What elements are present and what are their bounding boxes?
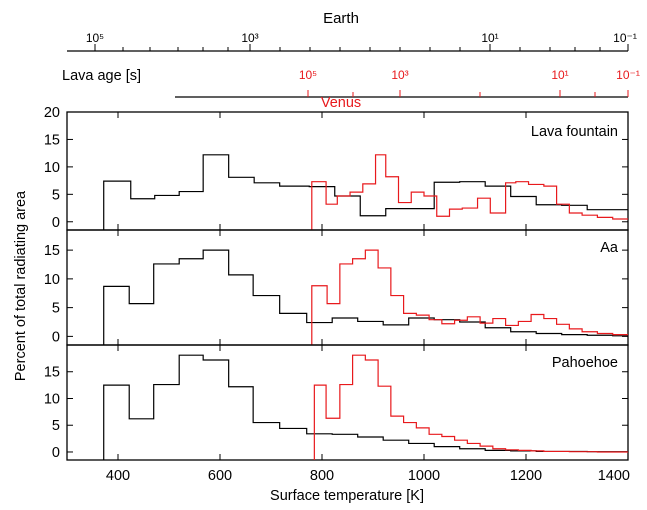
- y-tick-label: 20: [44, 105, 60, 121]
- venus-tick-label: 10⁵: [299, 68, 317, 82]
- x-tick-label: 1000: [408, 468, 440, 484]
- earth-histogram-line: [103, 154, 628, 230]
- venus-tick-label: 10⁻¹: [616, 68, 640, 82]
- earth-axis-title: Earth: [323, 10, 359, 27]
- y-axis-ticks: 0 5 10 15: [44, 230, 629, 345]
- venus-tick-label: 10¹: [551, 68, 568, 82]
- earth-age-axis: Earth 10⁵ 10³ 10¹ 10⁻¹: [67, 10, 637, 52]
- panel-title: Pahoehoe: [552, 355, 618, 371]
- y-tick-label: 15: [44, 132, 60, 148]
- earth-axis-ticks: [94, 44, 629, 51]
- panel-lava-fountain: 0 5 10 15 20 Lava fountain: [44, 105, 629, 231]
- venus-histogram-line: [311, 154, 628, 230]
- y-tick-label: 5: [52, 187, 60, 203]
- panel-pahoehoe: 0 5 10 15 Pahoehoe: [44, 344, 629, 461]
- earth-tick-label: 10⁻¹: [613, 31, 637, 45]
- x-tick-label: 1400: [598, 468, 630, 484]
- y-tick-label: 0: [52, 329, 60, 345]
- earth-histogram-line: [103, 354, 628, 460]
- venus-axis-title: Venus: [321, 95, 361, 111]
- x-tick-label: 400: [106, 468, 130, 484]
- panel-frame: [66, 344, 629, 461]
- earth-tick-label: 10³: [241, 31, 258, 45]
- venus-histogram-line: [311, 249, 628, 345]
- panel-title: Lava fountain: [531, 124, 618, 140]
- x-tick-label: 1200: [510, 468, 542, 484]
- y-tick-label: 15: [44, 365, 60, 381]
- y-axis-label: Percent of total radiating area: [13, 190, 29, 381]
- x-axis-label: Surface temperature [K]: [270, 488, 424, 504]
- lava-age-label: Lava age [s]: [62, 68, 141, 84]
- x-tick-label: 800: [310, 468, 334, 484]
- y-tick-label: 10: [44, 272, 60, 288]
- venus-tick-label: 10³: [391, 68, 408, 82]
- panel-frame: [66, 229, 629, 346]
- series-group: [103, 354, 628, 460]
- y-tick-label: 10: [44, 160, 60, 176]
- venus-axis-ticks: [307, 90, 629, 97]
- earth-tick-label: 10¹: [481, 31, 498, 45]
- venus-histogram-line: [313, 354, 628, 460]
- y-tick-label: 0: [52, 445, 60, 461]
- y-tick-label: 10: [44, 391, 60, 407]
- y-axis-ticks: 0 5 10 15: [44, 345, 629, 461]
- earth-tick-label: 10⁵: [86, 31, 104, 45]
- panel-title: Aa: [600, 240, 619, 256]
- y-axis-ticks: 0 5 10 15 20: [44, 105, 629, 231]
- y-tick-label: 0: [52, 215, 60, 231]
- earth-histogram-line: [103, 249, 628, 345]
- y-tick-label: 5: [52, 301, 60, 317]
- x-tick-label: 600: [208, 468, 232, 484]
- y-tick-label: 15: [44, 243, 60, 259]
- y-tick-label: 5: [52, 418, 60, 434]
- venus-age-axis: Lava age [s] 10⁵ 10³ 10¹ 10⁻¹ Venus: [62, 68, 640, 111]
- x-axis-ticks: 400 600 800 1000 1200 1400: [106, 468, 630, 484]
- series-group: [103, 249, 628, 345]
- panel-aa: 0 5 10 15 Aa: [44, 229, 629, 346]
- series-group: [103, 154, 628, 230]
